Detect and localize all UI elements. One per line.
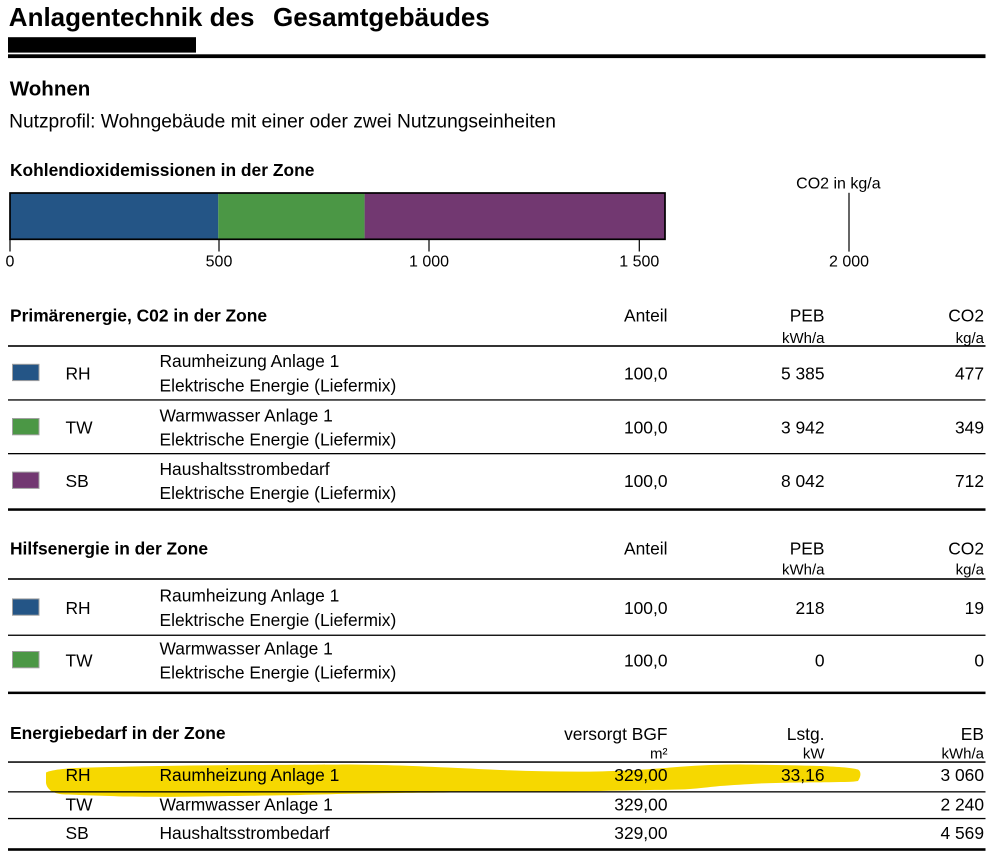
svg-text:2 000: 2 000 xyxy=(829,254,869,271)
svg-text:Energiebedarf in der Zone: Energiebedarf in der Zone xyxy=(10,723,226,743)
svg-text:3 060: 3 060 xyxy=(940,765,984,785)
svg-text:Elektrische Energie (Liefermix: Elektrische Energie (Liefermix) xyxy=(160,376,397,396)
svg-text:329,00: 329,00 xyxy=(614,795,667,815)
svg-text:kg/a: kg/a xyxy=(956,562,985,579)
svg-text:RH: RH xyxy=(66,598,91,618)
svg-text:kWh/a: kWh/a xyxy=(941,746,984,763)
svg-text:5 385: 5 385 xyxy=(781,363,825,383)
svg-text:kWh/a: kWh/a xyxy=(782,330,825,347)
svg-text:0: 0 xyxy=(974,651,984,671)
svg-text:Warmwasser Anlage 1: Warmwasser Anlage 1 xyxy=(160,638,333,658)
svg-text:kg/a: kg/a xyxy=(956,330,985,347)
svg-text:EB: EB xyxy=(961,724,984,744)
svg-text:2 240: 2 240 xyxy=(940,795,984,815)
svg-text:PEB: PEB xyxy=(790,305,825,325)
svg-text:0: 0 xyxy=(6,254,15,271)
svg-text:Haushaltsstrombedarf: Haushaltsstrombedarf xyxy=(160,459,330,479)
svg-text:TW: TW xyxy=(66,651,94,671)
svg-text:Elektrische Energie (Liefermix: Elektrische Energie (Liefermix) xyxy=(160,663,397,683)
svg-text:versorgt BGF: versorgt BGF xyxy=(564,724,667,744)
svg-text:477: 477 xyxy=(955,363,984,383)
svg-text:Primärenergie, C02 in der Zone: Primärenergie, C02 in der Zone xyxy=(10,305,267,325)
svg-text:Warmwasser Anlage 1: Warmwasser Anlage 1 xyxy=(160,405,333,425)
svg-text:CO2 in kg/a: CO2 in kg/a xyxy=(796,176,881,193)
svg-text:100,0: 100,0 xyxy=(624,363,668,383)
svg-text:Raumheizung Anlage 1: Raumheizung Anlage 1 xyxy=(160,586,340,606)
svg-text:Raumheizung Anlage 1: Raumheizung Anlage 1 xyxy=(160,351,340,371)
svg-text:SB: SB xyxy=(66,823,89,843)
svg-text:Elektrische Energie (Liefermix: Elektrische Energie (Liefermix) xyxy=(160,610,397,630)
svg-text:CO2: CO2 xyxy=(948,539,984,559)
svg-text:329,00: 329,00 xyxy=(614,823,667,843)
svg-text:TW: TW xyxy=(66,795,94,815)
svg-text:kW: kW xyxy=(803,746,826,763)
svg-text:100,0: 100,0 xyxy=(624,471,668,491)
svg-text:500: 500 xyxy=(206,254,233,271)
svg-text:SB: SB xyxy=(66,471,89,491)
svg-text:CO2: CO2 xyxy=(948,305,984,325)
svg-text:19: 19 xyxy=(965,598,984,618)
svg-text:1 000: 1 000 xyxy=(409,254,449,271)
svg-text:218: 218 xyxy=(795,598,824,618)
svg-text:RH: RH xyxy=(66,363,91,383)
svg-text:100,0: 100,0 xyxy=(624,598,668,618)
svg-text:kWh/a: kWh/a xyxy=(782,562,825,579)
svg-text:100,0: 100,0 xyxy=(624,417,668,437)
svg-text:TW: TW xyxy=(66,417,94,437)
svg-text:Wohnen: Wohnen xyxy=(10,78,90,101)
svg-text:712: 712 xyxy=(955,471,984,491)
svg-text:PEB: PEB xyxy=(790,539,825,559)
svg-text:Elektrische Energie (Liefermix: Elektrische Energie (Liefermix) xyxy=(160,430,397,450)
svg-text:0: 0 xyxy=(815,651,825,671)
svg-text:4 569: 4 569 xyxy=(940,823,984,843)
svg-text:Kohlendioxidemissionen in der: Kohlendioxidemissionen in der Zone xyxy=(10,160,315,180)
svg-text:Nutzprofil: Wohngebäude mit ei: Nutzprofil: Wohngebäude mit einer oder z… xyxy=(9,111,556,132)
svg-text:Anteil: Anteil xyxy=(624,539,668,559)
svg-text:3 942: 3 942 xyxy=(781,417,825,437)
svg-text:349: 349 xyxy=(955,417,984,437)
svg-text:Warmwasser Anlage 1: Warmwasser Anlage 1 xyxy=(160,795,333,815)
svg-text:m²: m² xyxy=(650,746,668,763)
svg-text:1 500: 1 500 xyxy=(619,254,659,271)
svg-text:8 042: 8 042 xyxy=(781,471,825,491)
svg-text:Lstg.: Lstg. xyxy=(787,724,825,744)
svg-text:Elektrische Energie (Liefermix: Elektrische Energie (Liefermix) xyxy=(160,483,397,503)
svg-text:Hilfsenergie in der Zone: Hilfsenergie in der Zone xyxy=(10,539,208,559)
svg-text:Haushaltsstrombedarf: Haushaltsstrombedarf xyxy=(160,823,330,843)
svg-text:Anteil: Anteil xyxy=(624,305,668,325)
svg-text:100,0: 100,0 xyxy=(624,651,668,671)
